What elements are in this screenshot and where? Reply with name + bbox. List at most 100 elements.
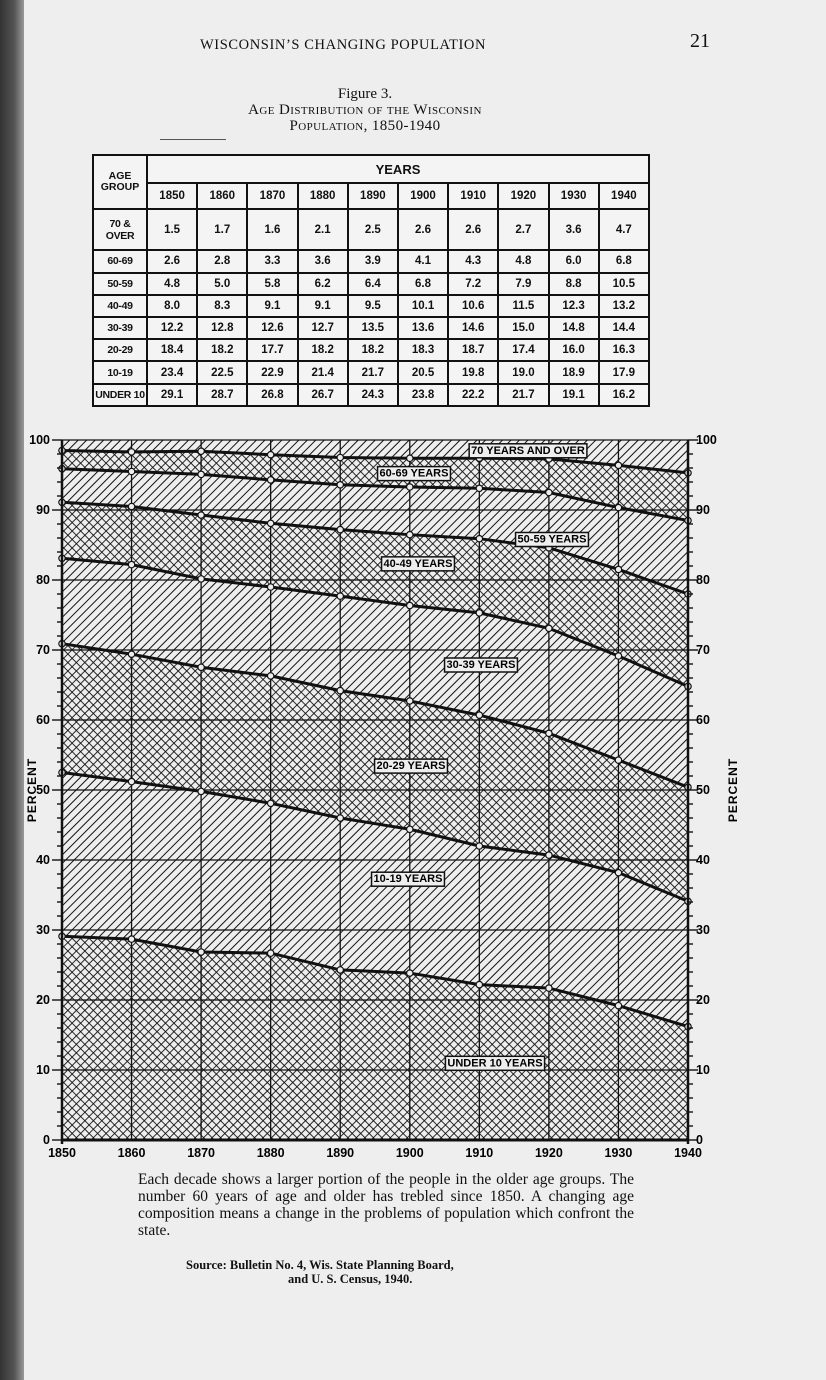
table-row: 20-29 18.4 18.2 17.7 18.2 18.2 18.3 18.7 17.4 16.… (92, 338, 651, 363)
area-40-49-years (62, 502, 688, 687)
age-group-label: 50-59 (92, 271, 148, 296)
x-tick-label: 1920 (535, 1146, 563, 1160)
age-group-label: 40-49 (92, 293, 148, 319)
data-point (266, 799, 275, 808)
table-cell: 4.7 (597, 207, 651, 252)
age-group-label: 70 & OVER (92, 207, 148, 252)
table-cell: 5.8 (246, 271, 299, 296)
table-cell: 18.2 (346, 338, 399, 363)
data-point (336, 966, 345, 974)
table-cell: 10.5 (597, 271, 651, 296)
source-line-1: Source: Bulletin No. 4, Wis. State Plann… (186, 1258, 454, 1272)
series-label-box (468, 443, 588, 459)
data-point (614, 1001, 623, 1010)
boundary-line (61, 642, 689, 789)
area-30-39-years (62, 558, 688, 788)
table-cell: 9.1 (246, 293, 299, 319)
table-cell: 18.2 (296, 338, 349, 363)
boundary-line (61, 771, 689, 903)
table-row: 30-39 12.2 12.8 12.6 12.7 13.5 13.6 14.6 15.0 14.… (92, 315, 651, 341)
age-group-label: 10-19 (92, 360, 148, 385)
table-cell: 14.8 (547, 315, 600, 341)
y-tick-label-left: 90 (36, 503, 50, 517)
table-cell: 16.3 (597, 338, 651, 363)
table-cell: 9.5 (346, 293, 399, 319)
series-label-box (444, 1055, 546, 1072)
table-cell: 3.9 (346, 249, 399, 274)
data-point (127, 777, 136, 786)
y-tick-label-left: 60 (36, 713, 50, 727)
year-header-1900: 1900 (396, 182, 450, 210)
series-label: 70 YEARS AND OVER (471, 445, 585, 457)
table-cell: 4.8 (497, 249, 550, 274)
table-cell: 2.6 (447, 207, 500, 252)
series-label-box (376, 465, 452, 482)
data-point (545, 984, 553, 992)
data-point (545, 488, 553, 497)
table-cell: 22.9 (246, 360, 299, 385)
table-cell: 29.1 (145, 382, 199, 408)
data-point (197, 948, 205, 956)
page-number: 21 (690, 30, 710, 52)
source-line-2: and U. S. Census, 1940. (288, 1272, 413, 1286)
y-tick-label-left: 70 (36, 643, 50, 657)
table-corner-header: AGE GROUP (92, 154, 148, 210)
data-point (266, 949, 275, 957)
table-cell: 11.5 (497, 293, 550, 319)
series-label-box (514, 531, 590, 548)
table-cell: 2.5 (346, 207, 399, 252)
boundary-line (61, 556, 689, 688)
data-point (336, 480, 345, 489)
data-point (197, 447, 205, 456)
table-cell: 19.1 (547, 382, 600, 408)
table-cell: 1.5 (145, 207, 199, 252)
table-cell: 26.7 (296, 382, 349, 408)
table-cell: 16.0 (547, 338, 600, 363)
series-label: 10-19 YEARS (374, 873, 443, 885)
y-tick-label-right: 90 (696, 503, 710, 517)
data-point (475, 980, 484, 989)
data-point (197, 787, 205, 796)
table-cell: 21.4 (296, 360, 349, 385)
table-cell: 14.4 (597, 315, 651, 341)
table-cell: 4.1 (396, 249, 450, 274)
data-point (405, 969, 414, 977)
data-point (127, 467, 136, 476)
table-cell: 24.3 (346, 382, 399, 408)
data-point (336, 814, 345, 822)
y-tick-label-left: 10 (36, 1063, 50, 1077)
data-point (405, 483, 414, 491)
data-point (266, 450, 275, 459)
table-row: UNDER 10 29.1 28.7 26.8 26.7 24.3 23.8 22.2 21.7… (92, 382, 651, 408)
series-label-box (380, 556, 456, 572)
table-cell: 10.6 (447, 293, 500, 319)
data-points (58, 446, 692, 1031)
series-label: 60-69 YEARS (380, 468, 449, 480)
table-cell: 20.5 (396, 360, 450, 385)
series-label-box (370, 871, 446, 887)
table-cell: 6.2 (296, 271, 349, 296)
data-point (336, 686, 345, 695)
age-group-label: 30-39 (92, 315, 148, 341)
boundary-lines (61, 449, 689, 1029)
y-tick-label-left: 40 (36, 853, 50, 867)
table-cell: 17.7 (246, 338, 299, 363)
table-cell: 1.6 (246, 207, 299, 252)
y-tick-label-right: 50 (696, 783, 710, 797)
table-cell: 8.3 (196, 293, 249, 319)
table-cell: 17.4 (497, 338, 550, 363)
table-cell: 6.4 (346, 271, 399, 296)
table-cell: 23.4 (145, 360, 199, 385)
table-cell: 5.0 (196, 271, 249, 296)
data-point (266, 672, 275, 680)
data-point (336, 525, 345, 534)
title-rule (160, 139, 226, 140)
table-row: 10-19 23.4 22.5 22.9 21.4 21.7 20.5 19.8 19.0 18.… (92, 360, 651, 385)
figure-caption: Each decade shows a larger portion of th… (138, 1171, 634, 1239)
table-cell: 17.9 (597, 360, 651, 385)
stacked-area-chart: 0 0 10 10 20 20 30 30 40 40 50 50 60 60 70 70 80 80 90 90 10… (25, 433, 740, 1160)
x-tick-label: 1940 (674, 1146, 702, 1160)
data-point (405, 825, 414, 834)
data-point (545, 851, 553, 859)
data-point (475, 711, 484, 719)
